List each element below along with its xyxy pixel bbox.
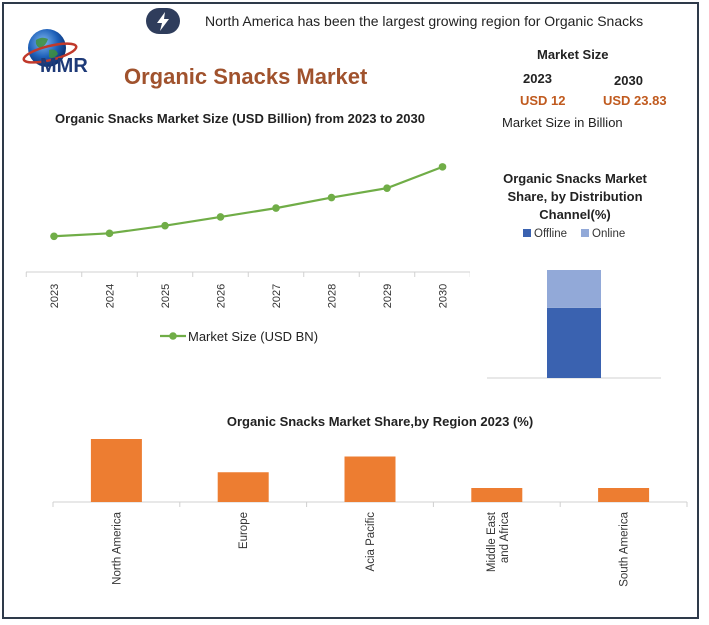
bar-south-america: [598, 488, 650, 502]
x-tick-label-2026: 2026: [216, 284, 228, 308]
logo-text: MMR: [40, 55, 88, 77]
x-tick-label-2028: 2028: [327, 284, 339, 308]
tick-label-line: Acia Pacific: [365, 512, 377, 572]
region-chart-title: Organic Snacks Market Share,by Region 20…: [150, 413, 610, 431]
data-point-2026: [216, 213, 225, 221]
region-chart-title-text: Organic Snacks Market Share,by Region 20…: [226, 414, 534, 429]
x-tick-label-2025: 2025: [160, 284, 172, 308]
data-point-2025: [161, 221, 169, 230]
x-tick-label-europe: Europe: [238, 512, 250, 549]
lightning-bolt-icon: [146, 8, 180, 34]
distribution-title-line-3: Channel(%): [539, 207, 611, 222]
market-size-unit-note: Market Size in Billion: [502, 115, 623, 130]
tick-label-line: Middle East: [486, 511, 498, 572]
line-chart-title-text: Organic Snacks Market Size (USD Billion)…: [55, 111, 425, 126]
distribution-chart-title: Organic Snacks Market Share, by Distribu…: [490, 170, 660, 224]
legend-swatch-online: [581, 229, 589, 237]
market-size-heading: Market Size: [537, 47, 609, 62]
distribution-title-line-2: Share, by Distribution: [507, 189, 643, 204]
x-tick-label-middle-east-and-africa: Middle Eastand Africa: [486, 511, 511, 572]
x-tick-label-2027: 2027: [271, 284, 283, 308]
tick-label-line: and Africa: [499, 511, 511, 563]
mmr-logo: MMR: [22, 26, 132, 86]
legend-label-offline: Offline: [534, 228, 567, 240]
year-2030-label: 2030: [614, 73, 643, 88]
bar-segment-offline: [547, 307, 601, 378]
value-2030: USD 23.83: [603, 93, 667, 108]
bar-acia-pacific: [344, 456, 396, 502]
x-tick-label-north-america: North America: [111, 511, 123, 584]
legend-marker: [169, 332, 177, 340]
tick-label-line: Europe: [238, 512, 250, 549]
page-title: Organic Snacks Market: [124, 64, 368, 89]
data-point-2027: [272, 204, 280, 212]
bar-segment-online: [547, 270, 601, 308]
x-tick-label-2030: 2030: [438, 284, 450, 308]
data-point-2023: [50, 232, 58, 241]
data-point-2028: [327, 193, 336, 202]
bar-europe: [217, 472, 269, 502]
x-tick-label-2024: 2024: [105, 284, 117, 308]
bar-north-america: [90, 439, 142, 502]
distribution-title-line-1: Organic Snacks Market: [503, 171, 647, 186]
distribution-chart: Offline Online: [487, 228, 661, 379]
headline: North America has been the largest growi…: [205, 13, 644, 29]
line-chart-title: Organic Snacks Market Size (USD Billion)…: [55, 110, 425, 128]
legend-label: Market Size (USD BN): [188, 329, 318, 344]
line-chart: 2023 2024 2025 2026 2027 2028 2029 2030 Market S…: [25, 163, 470, 344]
x-tick-label-2029: 2029: [382, 284, 394, 308]
value-2023: USD 12: [520, 93, 566, 108]
data-point-2024: [105, 229, 114, 238]
legend-label-online: Online: [592, 228, 625, 240]
x-tick-label-2023: 2023: [49, 284, 61, 308]
x-tick-label-south-america: South America: [619, 511, 631, 586]
x-tick-label-acia-pacific: Acia Pacific: [365, 512, 377, 572]
tick-label-line: North America: [111, 511, 123, 584]
data-point-2029: [383, 184, 391, 192]
data-point-2030: [438, 163, 447, 171]
year-2023-label: 2023: [523, 71, 552, 86]
tick-label-line: South America: [619, 511, 631, 586]
series-line-market-size: [53, 165, 443, 238]
legend-swatch-offline: [523, 229, 531, 237]
infographic-frame: [2, 2, 699, 619]
bar-middle-east-and-africa: [471, 488, 523, 502]
region-chart: North America Europe Acia Pacific Middle Ea…: [52, 439, 688, 587]
